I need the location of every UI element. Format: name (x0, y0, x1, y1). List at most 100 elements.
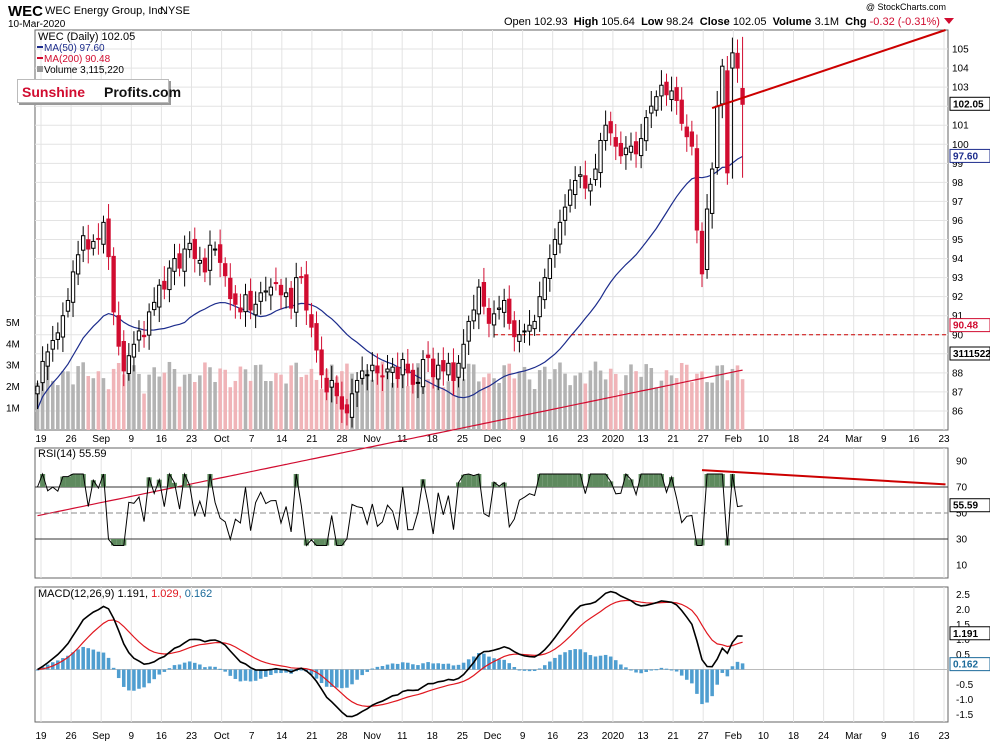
macd-histogram-bar (400, 662, 405, 670)
rsi-overbought-fill (466, 474, 472, 487)
x-axis-label-top: 11 (397, 434, 408, 445)
candle-body (207, 244, 213, 271)
candle-body (410, 369, 416, 385)
rsi-overbought-fill (557, 474, 563, 487)
volume-bar (715, 365, 719, 430)
volume-bar (426, 379, 430, 430)
volume-bar (167, 361, 172, 430)
volume-bar (147, 374, 151, 430)
macd-histogram-bar (96, 651, 101, 670)
candle-body (86, 239, 91, 250)
volume-bar (674, 378, 679, 430)
volume-bar (532, 389, 537, 430)
x-axis-label-bottom: 21 (668, 731, 680, 742)
candle-body (684, 126, 689, 138)
candle-body (395, 366, 400, 380)
volume-label: Volume (772, 16, 812, 28)
candle-body (552, 239, 558, 256)
macd-histogram-bar (248, 669, 253, 682)
rsi-overbought-fill (567, 474, 573, 487)
price-axis-tick: 96 (952, 216, 964, 227)
macd-histogram-bar (187, 661, 192, 670)
macd-histogram-bar (213, 666, 217, 670)
macd-histogram-bar (324, 669, 329, 687)
macd-histogram-bar (385, 664, 390, 670)
macd-histogram-bar (593, 656, 598, 670)
rsi-overbought-fill (709, 474, 715, 487)
macd-title: MACD(12,26,9) 1.191, 1.029, 0.162 (38, 588, 212, 600)
macd-histogram-bar (35, 669, 40, 671)
macd-histogram-bar (573, 649, 577, 670)
volume-bar (365, 369, 370, 430)
x-axis-label-bottom: 25 (457, 731, 469, 742)
price-axis-tick: 95 (952, 235, 964, 246)
volume-bar (360, 375, 364, 430)
candle-body (101, 221, 106, 245)
macd-histogram-bar (431, 663, 435, 670)
rsi-oversold-fill (694, 539, 700, 546)
x-axis-label-bottom: 11 (397, 731, 408, 742)
macd-axis-tick: -1.5 (956, 710, 974, 721)
macd-histogram-bar (192, 662, 197, 670)
candle-body (228, 277, 233, 300)
price-axis-tick: 86 (952, 406, 964, 417)
volume-bar (121, 374, 126, 430)
ohlc-readout: Open 102.93 High 105.64 Low 98.24 Close … (504, 17, 940, 28)
volume-bar (568, 385, 572, 430)
sunshine-profits-logo: Sunshine Profits.com (17, 79, 181, 103)
macd-histogram-bar (532, 669, 537, 672)
candle-body (370, 364, 375, 372)
volume-bar (649, 367, 654, 430)
rsi-overbought-fill (166, 474, 172, 487)
ticker-symbol: WEC (8, 3, 43, 20)
logo-part-sunshine: Sunshine (22, 84, 86, 100)
price-axis-tick: 103 (952, 83, 969, 94)
candle-body (557, 221, 563, 245)
rsi-overbought-fill (648, 474, 654, 487)
candle-body (420, 359, 426, 388)
rsi-title: RSI(14) 55.59 (38, 448, 106, 460)
rsi-last-tag-box (949, 498, 990, 513)
candle-body (583, 175, 588, 189)
macd-histogram-bar (492, 658, 496, 670)
volume-bar (436, 368, 441, 430)
macd-histogram-bar (284, 669, 288, 673)
candle-body (278, 284, 284, 296)
volume-bar (644, 364, 648, 430)
macd-histogram-bar (375, 666, 380, 670)
volume-bar (411, 375, 415, 430)
macd-histogram-bar (659, 667, 664, 670)
volume-bar (142, 393, 146, 430)
macd-histogram-bar (502, 659, 506, 670)
x-axis-label-top: 26 (66, 434, 78, 445)
rsi-overbought-fill (653, 474, 659, 487)
candle-body (344, 404, 350, 414)
x-axis-label-top: 9 (129, 434, 135, 445)
candle-body (481, 282, 487, 307)
macd-histogram-bar (568, 650, 572, 670)
candle-body (131, 343, 137, 358)
volume-bar (76, 366, 80, 430)
rsi-overbought-fill (572, 474, 578, 487)
x-axis-label-bottom: 24 (818, 731, 830, 742)
rsi-overbought-fill (182, 474, 188, 487)
candle-body (436, 364, 441, 380)
candle-body (162, 280, 167, 290)
candle-body (674, 87, 679, 101)
macd-histogram-bar (218, 668, 222, 670)
macd-line (37, 590, 743, 718)
rsi-axis-tick: 10 (956, 561, 968, 572)
volume-bar (598, 370, 603, 430)
candle-body (664, 81, 669, 96)
x-axis-label-top: 16 (908, 434, 920, 445)
volume-bar (309, 368, 314, 430)
x-axis-label-top: Oct (214, 434, 230, 445)
x-axis-label-bottom: 27 (698, 731, 710, 742)
macd-histogram-bar (446, 663, 451, 670)
candle-body (273, 282, 279, 285)
candle-body (309, 314, 314, 328)
candle-body (522, 330, 527, 333)
volume-bar (613, 373, 618, 430)
macd-histogram-tag-box (949, 657, 990, 672)
candle-body (157, 284, 162, 308)
